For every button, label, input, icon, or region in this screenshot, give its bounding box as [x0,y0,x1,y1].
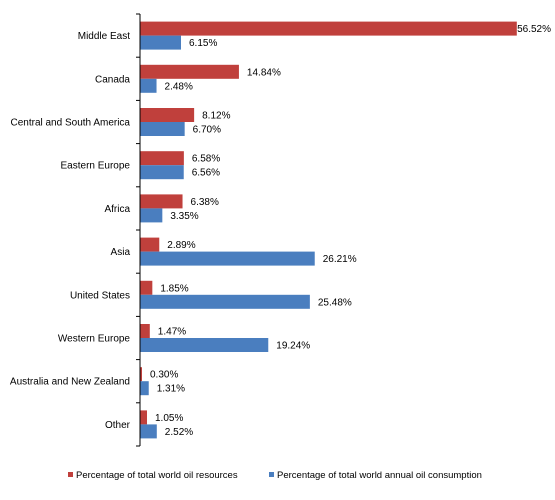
data-label-consumption: 1.31% [157,384,185,395]
legend: Percentage of total world oil resources … [68,470,482,481]
data-label-resources: 0.30% [150,370,178,381]
bar-consumption [140,424,157,439]
bar-consumption [140,338,269,352]
category-label: United States [70,290,130,301]
bar-resources [140,151,184,166]
data-label-consumption: 6.56% [192,168,220,179]
category-label: Asia [111,247,131,258]
data-label-consumption: 26.21% [323,254,357,265]
bar-resources [140,410,147,425]
category-label: Central and South America [10,118,130,129]
category-label: Africa [104,204,130,215]
category-label: Western Europe [58,334,131,345]
bar-resources [140,367,142,382]
y-axis-ticks [136,13,140,447]
data-label-resources: 56.52% [517,24,551,35]
data-label-resources: 1.85% [160,283,188,294]
bar-resources [140,64,239,79]
data-label-resources: 2.89% [167,240,195,251]
data-label-resources: 1.05% [155,413,183,424]
data-label-consumption: 6.70% [193,125,221,136]
data-label-consumption: 6.15% [189,38,217,49]
data-label-resources: 14.84% [247,67,281,78]
category-label: Eastern Europe [61,161,131,172]
data-label-consumption: 2.48% [165,81,193,92]
data-label-resources: 8.12% [202,111,230,122]
data-label-resources: 1.47% [158,327,186,338]
bar-consumption [140,208,163,223]
legend-swatch-resources [68,472,73,477]
bar-resources [140,237,160,252]
category-label: Canada [95,74,130,85]
bar-consumption [140,165,184,180]
bar-consumption [140,294,310,309]
bar-resources [140,280,153,295]
bar-resources [140,108,195,122]
data-label-resources: 6.38% [191,197,219,208]
bar-consumption [140,381,149,396]
data-label-resources: 6.58% [192,154,220,165]
bar-resources [140,21,517,36]
value-labels: 56.52% 6.15% 14.84% 2.48% 8.12% 6.70% 6.58% 6.5… [150,24,551,438]
bar-resources [140,324,150,338]
bar-consumption [140,35,181,50]
category-label: Middle East [78,31,130,42]
bar-consumption [140,122,185,136]
bar-resources [140,194,183,209]
data-label-consumption: 19.24% [276,341,310,352]
data-label-consumption: 2.52% [165,427,193,438]
data-label-consumption: 3.35% [170,211,198,222]
legend-swatch-consumption [269,472,274,477]
bars-layer [140,21,517,439]
data-label-consumption: 25.48% [318,297,352,308]
category-label: Other [105,420,131,431]
category-labels: Middle East Canada Central and South Ameri… [10,31,131,431]
category-label: Australia and New Zealand [10,377,130,388]
legend-label-consumption: Percentage of total world annual oil con… [277,470,482,481]
bar-consumption [140,78,157,93]
bar-consumption [140,251,315,266]
legend-label-resources: Percentage of total world oil resources [76,470,238,481]
